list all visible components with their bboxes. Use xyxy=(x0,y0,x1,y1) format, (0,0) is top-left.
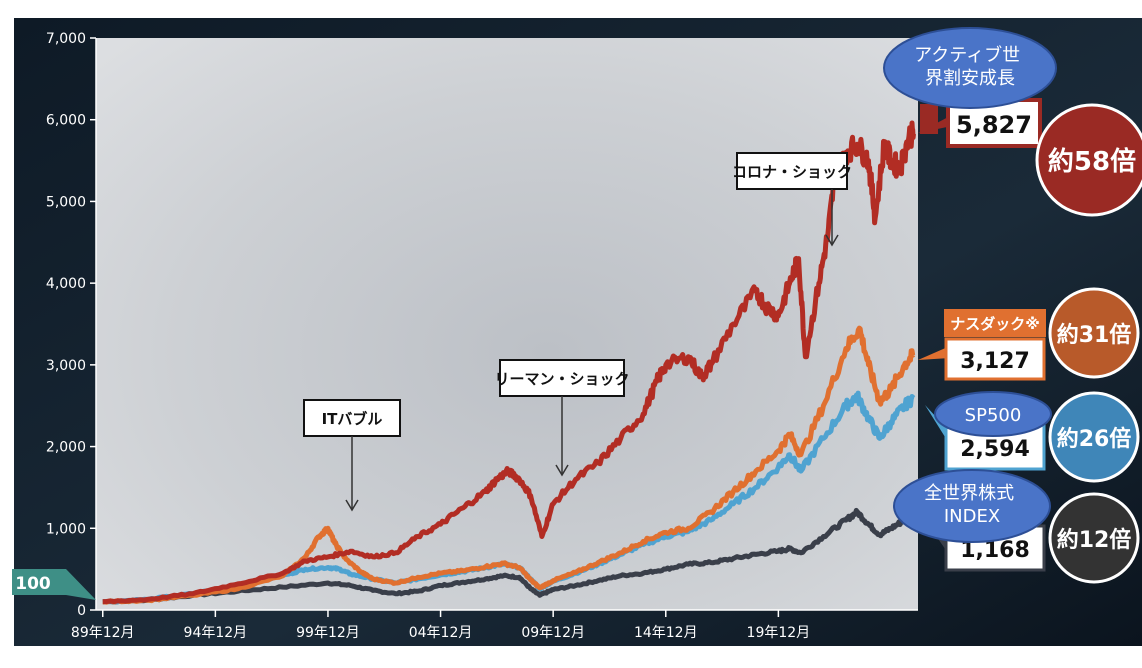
x-tick-label: 19年12月 xyxy=(747,625,811,641)
y-tick-label: 4,000 xyxy=(46,276,86,292)
base-value-label: 100 xyxy=(15,574,51,594)
series-line xyxy=(102,507,916,605)
x-tick-label: 04年12月 xyxy=(409,625,473,641)
end-value-sp500: 2,594 xyxy=(960,437,1030,462)
x-tick-label: 09年12月 xyxy=(521,625,585,641)
multiple-text-active: 約58倍 xyxy=(1048,146,1136,177)
x-tick-label: 89年12月 xyxy=(71,625,135,641)
series-line xyxy=(102,120,916,605)
plot-area xyxy=(96,38,918,610)
multiple-text-world: 約12倍 xyxy=(1057,527,1132,553)
multiple-text-nasdaq: 約31倍 xyxy=(1057,322,1132,348)
annotation-label: リーマン・ショック xyxy=(494,370,629,388)
y-tick-label: 3,000 xyxy=(46,358,86,374)
bubble-world: 全世界株式 INDEX xyxy=(893,469,1051,543)
multiple-text-sp500: 約26倍 xyxy=(1057,426,1132,452)
end-value-active: 5,827 xyxy=(956,111,1032,139)
multiple-badge-nasdaq xyxy=(1048,287,1140,379)
series-lines xyxy=(102,120,916,605)
annotation-label: ITバブル xyxy=(322,410,383,428)
series-line xyxy=(102,325,916,605)
series-label-nasdaq: ナスダック※ xyxy=(950,315,1040,333)
y-tick-label: 0 xyxy=(77,603,86,619)
x-tick-label: 99年12月 xyxy=(296,625,360,641)
y-axis: 0 1,000 2,000 3,000 4,000 5,000 6,000 7,000 xyxy=(46,31,97,619)
multiple-badge-world xyxy=(1048,492,1140,584)
multiple-badge-sp500 xyxy=(1048,391,1140,483)
y-tick-label: 1,000 xyxy=(46,521,86,537)
y-tick-label: 7,000 xyxy=(46,31,86,47)
y-tick-label: 2,000 xyxy=(46,440,86,456)
x-tick-label: 14年12月 xyxy=(634,625,698,641)
bubble-world-text: 全世界株式 INDEX xyxy=(924,483,1020,527)
y-tick-label: 5,000 xyxy=(46,194,86,210)
x-axis: 89年12月 94年12月 99年12月 04年12月 09年12月 14年12月 19年1… xyxy=(71,609,918,641)
end-label-nasdaq: ナスダック※ 3,127 約31倍 xyxy=(918,287,1140,381)
annotation-label: コロナ・ショック xyxy=(732,163,852,181)
end-value-nasdaq: 3,127 xyxy=(960,349,1030,374)
bubble-sp500-text: SP500 xyxy=(965,405,1022,426)
event-annotations: ITバブル リーマン・ショック コロナ・ショック xyxy=(303,152,852,512)
y-tick-label: 6,000 xyxy=(46,113,86,129)
base-value-marker: 100 xyxy=(12,569,96,600)
x-tick-label: 94年12月 xyxy=(184,625,248,641)
bubble-active-text: アクティブ世 界割安成長 xyxy=(914,44,1026,89)
bubble-active: アクティブ世 界割安成長 xyxy=(883,27,1057,109)
bubble-sp500: SP500 xyxy=(934,391,1052,437)
annotation-box xyxy=(736,152,848,190)
annotation-box xyxy=(303,399,401,437)
multiple-badge-active xyxy=(1035,103,1142,217)
